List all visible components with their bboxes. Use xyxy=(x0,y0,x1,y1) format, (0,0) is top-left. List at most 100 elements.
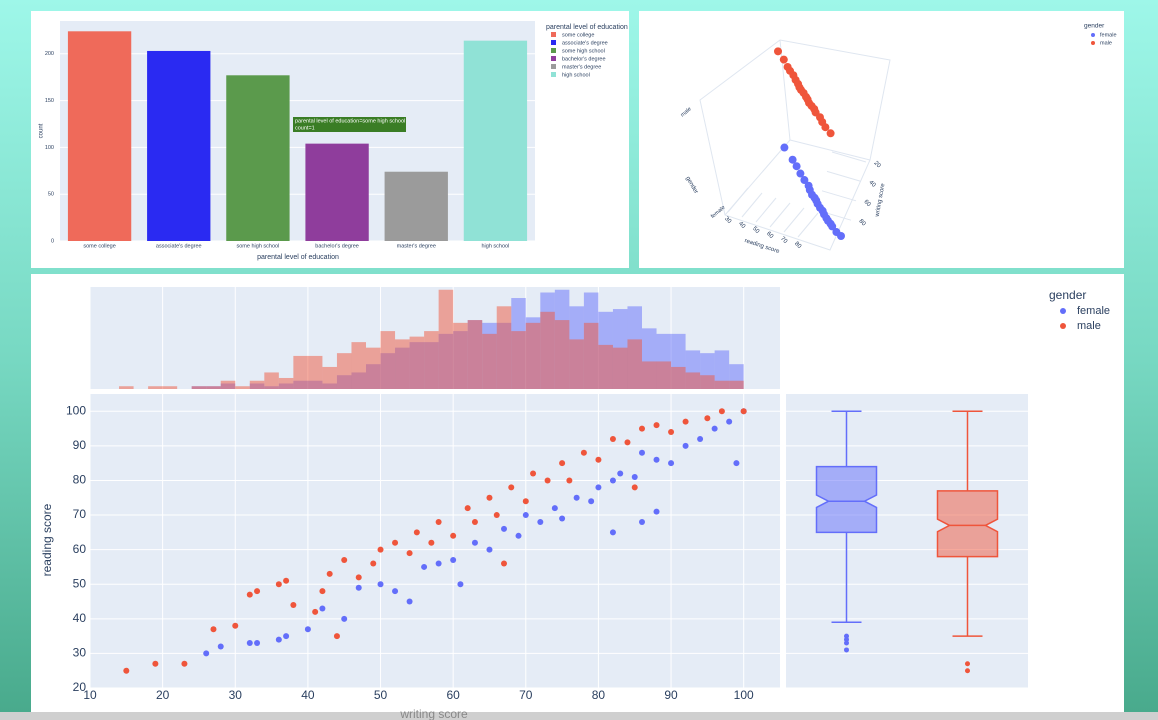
point xyxy=(406,550,413,557)
point xyxy=(588,498,595,505)
legend-swatch xyxy=(551,56,556,61)
x-tick-label: some college xyxy=(83,243,115,249)
point xyxy=(435,518,442,525)
point xyxy=(290,601,297,608)
point xyxy=(377,546,384,553)
legend-label: male xyxy=(1100,40,1112,46)
x-tick-label: 70 xyxy=(519,688,533,702)
scatter-plot-bg xyxy=(90,394,780,688)
grid-line xyxy=(797,212,819,238)
point xyxy=(246,640,253,647)
point xyxy=(796,169,805,178)
point xyxy=(493,512,500,519)
point xyxy=(406,598,413,605)
legend-swatch xyxy=(551,32,556,37)
outlier xyxy=(844,640,849,646)
grid-line xyxy=(755,197,777,223)
point xyxy=(609,529,616,536)
y-tick-label: 50 xyxy=(48,192,54,198)
point xyxy=(704,415,711,422)
point xyxy=(435,560,442,567)
legend-marker xyxy=(1091,41,1095,45)
hist-bar xyxy=(366,347,381,389)
bar xyxy=(147,50,211,242)
box xyxy=(936,490,999,558)
y-tick-label: 90 xyxy=(73,438,87,452)
legend-label: female xyxy=(1100,32,1117,38)
hist-bar xyxy=(424,331,439,389)
point xyxy=(718,408,725,415)
x-tick-label: 50 xyxy=(374,688,388,702)
point xyxy=(515,532,522,539)
point xyxy=(392,539,399,546)
x-tick-label: high school xyxy=(482,243,510,249)
y-axis-title: count xyxy=(39,123,45,138)
legend-label: some high school xyxy=(562,48,605,54)
point xyxy=(450,557,457,564)
legend-label: male xyxy=(1077,320,1101,332)
x-tick-label: 40 xyxy=(301,688,315,702)
point xyxy=(559,460,566,467)
hist-bar xyxy=(206,386,221,389)
point xyxy=(486,546,493,553)
y-tick-label: 150 xyxy=(45,98,54,104)
point xyxy=(283,633,290,640)
box xyxy=(815,465,878,534)
y-tick-label: 20 xyxy=(872,160,881,169)
x-tick-label: 50 xyxy=(751,226,760,235)
y-tick-label: 60 xyxy=(73,542,87,556)
point xyxy=(392,588,399,595)
point xyxy=(471,539,478,546)
hist-bar xyxy=(395,339,410,389)
tooltip xyxy=(293,117,406,132)
point xyxy=(697,435,704,442)
hist-bar xyxy=(627,339,642,389)
point xyxy=(450,532,457,539)
hist-bar xyxy=(554,320,570,389)
hist-bar xyxy=(496,306,512,389)
outlier xyxy=(965,661,970,667)
legend-swatch xyxy=(551,72,556,77)
hist-bar xyxy=(714,350,730,389)
point xyxy=(609,477,616,484)
x-tick-label: 60 xyxy=(446,688,460,702)
hist-bar xyxy=(307,355,323,389)
point xyxy=(341,615,348,622)
hist-bar xyxy=(482,333,497,389)
y-tick-label: 80 xyxy=(857,218,866,227)
point xyxy=(740,408,747,415)
y-tick-label: 70 xyxy=(73,507,87,521)
x-tick-label: 30 xyxy=(229,688,243,702)
tooltip-line: parental level of education=some high sc… xyxy=(295,118,405,124)
hist-bar xyxy=(438,289,454,389)
x-tick-label: 90 xyxy=(664,688,678,702)
outlier xyxy=(844,637,849,643)
x-tick-label: associate's degree xyxy=(156,243,202,249)
y-tick-label: 40 xyxy=(867,180,876,189)
scene-edge xyxy=(789,139,871,161)
y-tick-label: 20 xyxy=(73,680,87,694)
grid-line xyxy=(826,170,862,182)
point xyxy=(501,525,507,532)
point xyxy=(471,518,478,525)
point xyxy=(537,518,544,525)
legend-marker xyxy=(1060,308,1066,314)
point xyxy=(232,622,239,629)
point xyxy=(355,574,362,581)
x-tick-label: 70 xyxy=(779,236,788,245)
hist-bar xyxy=(162,386,178,389)
point xyxy=(217,643,224,650)
hist-bar xyxy=(148,386,163,389)
point xyxy=(370,560,377,567)
hist-bar xyxy=(525,322,541,389)
legend-label: bachelor's degree xyxy=(562,56,606,62)
x-axis-title: parental level of education xyxy=(257,254,339,261)
hist-bar xyxy=(569,339,584,389)
hist-bar xyxy=(220,380,236,389)
hist-bar xyxy=(700,375,715,389)
hist-bar xyxy=(119,386,134,389)
x-tick-label: 20 xyxy=(156,688,170,702)
point xyxy=(551,505,558,512)
hist-bar xyxy=(336,353,352,389)
x-tick-label: 60 xyxy=(765,231,774,240)
